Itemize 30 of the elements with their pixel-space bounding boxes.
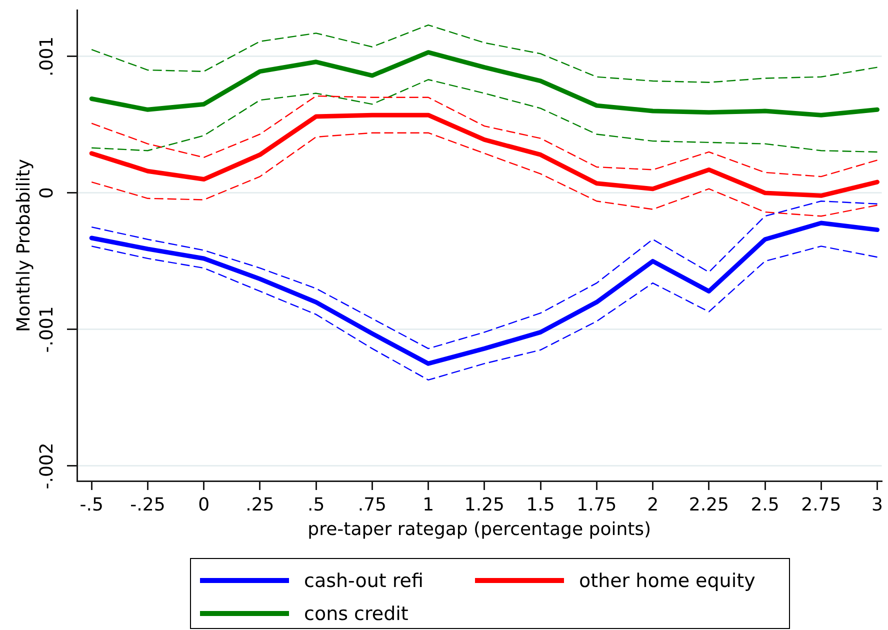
legend-label: cash-out refi (304, 570, 424, 592)
x-axis-title: pre-taper rategap (percentage points) (308, 518, 652, 540)
y-tick-label: -.002 (36, 442, 58, 490)
y-tick-label: -.001 (36, 306, 58, 353)
legend-label: cons credit (304, 602, 408, 624)
y-axis-title: Monthly Probability (13, 158, 34, 332)
line-series (90, 132, 878, 217)
line-series (90, 246, 878, 381)
x-tick-label: 1.75 (576, 494, 617, 516)
x-tick-label: 2.25 (688, 494, 729, 516)
legend-label: other home equity (579, 570, 756, 592)
x-tick-label: 1.5 (526, 494, 555, 516)
line-series (90, 24, 878, 83)
x-tick-label: .25 (246, 494, 274, 516)
line-series (90, 200, 878, 350)
y-tick-label: .001 (36, 36, 58, 76)
line-series (90, 95, 878, 178)
x-tick-label: 3 (872, 494, 883, 516)
x-tick-label: .75 (358, 494, 387, 516)
x-tick-label: 1 (422, 494, 434, 516)
line-series (90, 79, 878, 153)
x-tick-label: -.25 (130, 494, 166, 516)
x-tick-label: 2.75 (801, 494, 842, 516)
y-tick-label: 0 (36, 187, 58, 199)
x-tick-label: 0 (198, 494, 210, 516)
x-tick-label: 1.25 (464, 494, 504, 516)
x-tick-label: .5 (307, 494, 325, 516)
x-tick-label: 2.5 (750, 494, 780, 516)
x-tick-label: 2 (647, 494, 659, 516)
x-tick-label: -.5 (80, 494, 104, 516)
